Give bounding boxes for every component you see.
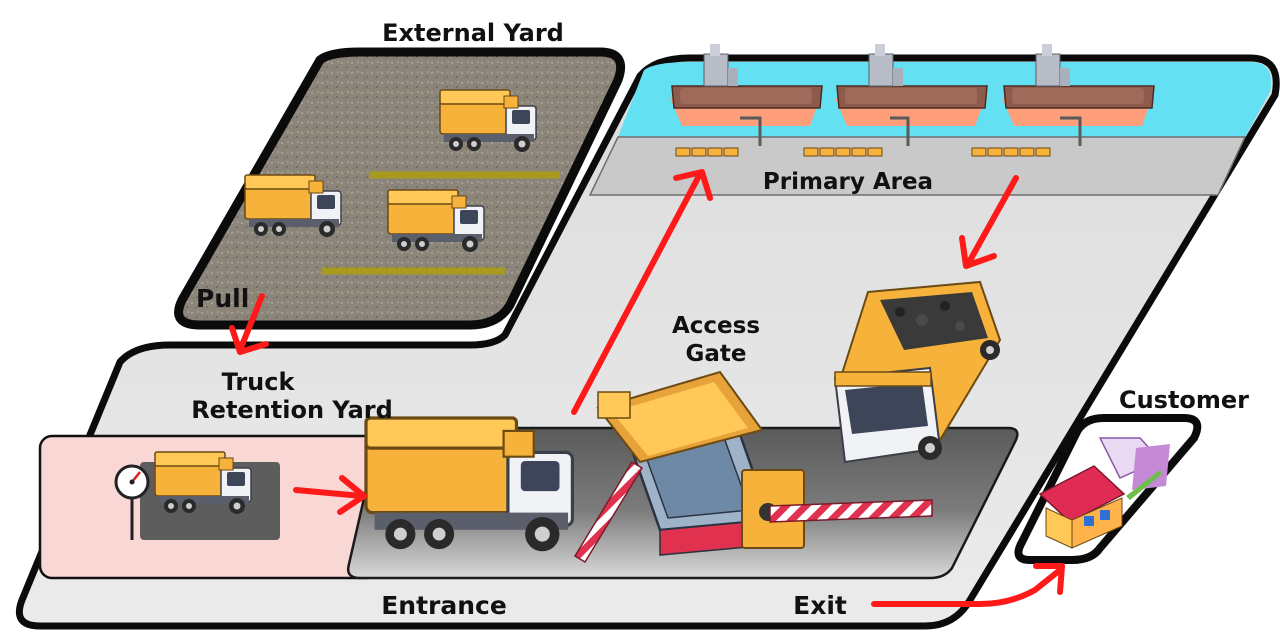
- house-icon: [1038, 437, 1170, 549]
- primary-area-label: Primary Area: [763, 169, 933, 195]
- arrow-exit: [871, 567, 1063, 607]
- quay-truck-convoy: [675, 147, 1051, 157]
- boom-barrier-icon: [573, 460, 644, 564]
- external-yard-label: External Yard: [382, 19, 564, 47]
- access-gate-label-line2: Gate: [686, 341, 747, 367]
- exit-label: Exit: [793, 591, 847, 620]
- arrow-to-primary: [571, 171, 703, 415]
- truck-retention-label-line2: Retention Yard: [191, 396, 393, 424]
- arrow-from-primary-head: [959, 235, 997, 269]
- arrow-from-primary: [965, 175, 1019, 267]
- access-gate-label-line1: Access: [672, 313, 760, 339]
- gatehouse-icon: [596, 370, 772, 556]
- customer-label: Customer: [1119, 386, 1249, 414]
- boom-barrier-icon: [741, 469, 933, 549]
- arrow-to-primary-head: [673, 169, 713, 201]
- arrow-to-entrance: [293, 487, 365, 499]
- pull-label: Pull: [196, 284, 249, 313]
- primary-area-quay: [588, 136, 1247, 196]
- flow-arrows: [229, 169, 1065, 607]
- dump-truck-icon: [833, 280, 1002, 464]
- arrow-to-entrance-head: [337, 475, 367, 515]
- arrow-exit-head: [1033, 563, 1065, 595]
- entrance-label: Entrance: [381, 591, 507, 620]
- truck-retention-label-line1: Truck: [222, 368, 296, 396]
- weighing-scale-icon: [114, 464, 150, 540]
- arrow-pull-head: [229, 325, 269, 355]
- arrow-pull: [237, 293, 265, 353]
- ship-loader-cranes: [740, 116, 1082, 146]
